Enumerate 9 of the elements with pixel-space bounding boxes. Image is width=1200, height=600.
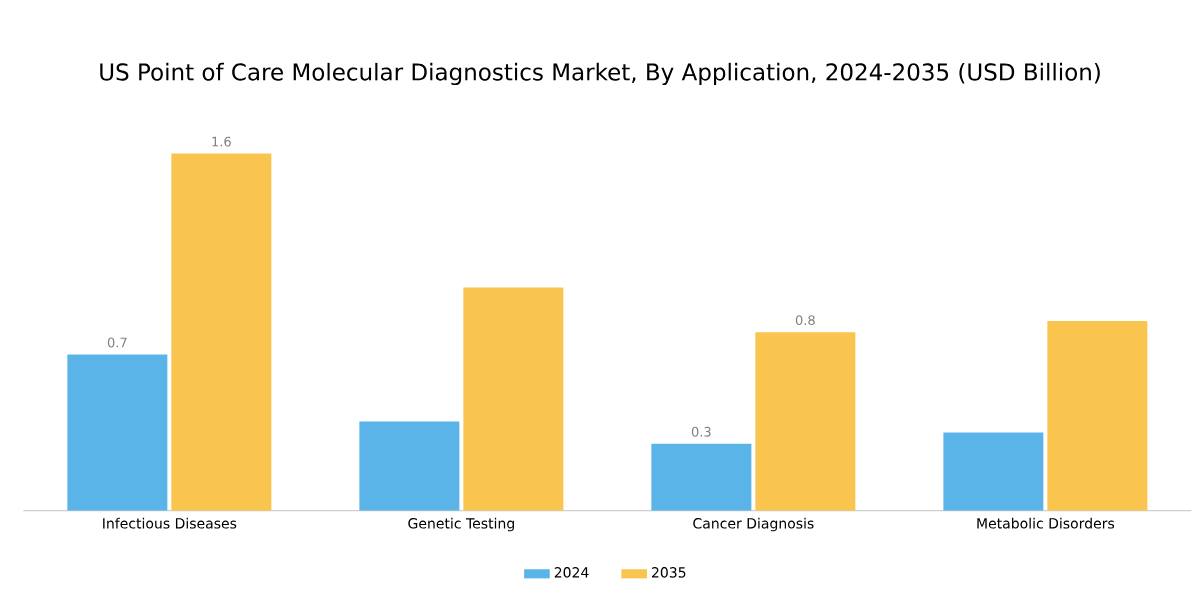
bar bbox=[755, 332, 856, 511]
bar bbox=[651, 443, 752, 511]
bar bbox=[171, 153, 272, 511]
bar bbox=[943, 432, 1044, 511]
bar bbox=[359, 421, 460, 511]
chart-title: US Point of Care Molecular Diagnostics Market, By Application, 2024-2035 (USD Billion) bbox=[100, 62, 1100, 86]
bar bbox=[67, 354, 168, 511]
bar bbox=[1047, 320, 1148, 511]
bar bbox=[463, 287, 564, 511]
